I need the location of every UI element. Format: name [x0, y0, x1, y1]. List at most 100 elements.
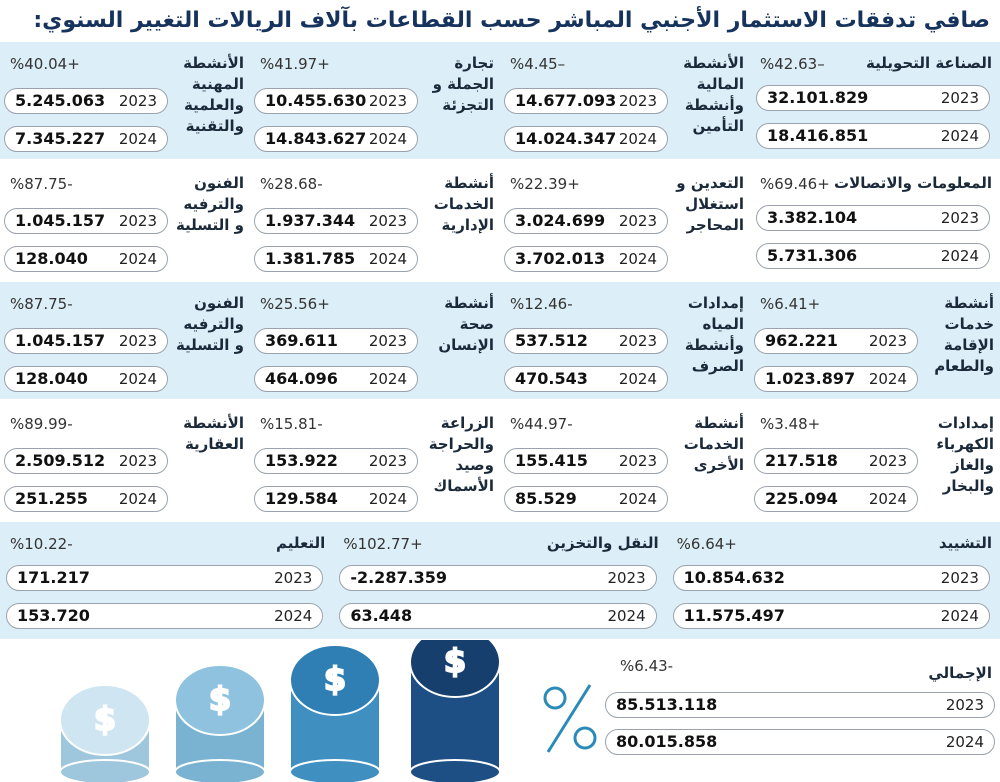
value-pill: 5.731.306 2024	[756, 243, 990, 269]
change: %3.48+	[760, 415, 821, 433]
value-pill: 537.512 2023	[504, 328, 668, 354]
year-label: 2023	[618, 212, 657, 230]
value: 80.015.858	[616, 732, 718, 751]
year-label: 2023	[868, 332, 907, 350]
value: 10.854.632	[683, 568, 785, 587]
total-name: الإجمالي	[928, 664, 992, 682]
sector-name: أنشطة الخدمات الأخرى	[683, 414, 744, 474]
value-pill: 7.345.227 2024	[4, 126, 168, 152]
value-pill: 14.843.627 2024	[254, 126, 418, 152]
year-label: 2023	[368, 332, 407, 350]
value: 153.922	[265, 451, 338, 470]
value: 18.416.851	[767, 126, 869, 145]
value-pill: 171.217 2023	[6, 565, 324, 591]
sector-name: التشييد	[938, 534, 992, 552]
value-pill: 3.382.104 2023	[756, 205, 990, 231]
year-label: 2023	[868, 452, 907, 470]
value: 1.045.157	[15, 211, 106, 230]
sector-name: تجارة الجملة و التجزئة	[432, 54, 494, 114]
sector-name: الفنون والترفيه و التسلية	[175, 174, 244, 234]
value: 14.024.347	[515, 129, 617, 148]
year-label: 2024	[607, 607, 646, 625]
value-pill: 225.094 2024	[754, 486, 918, 512]
change: %10.22-	[10, 535, 73, 553]
value: 1.381.785	[265, 249, 356, 268]
year-label: 2024	[618, 130, 657, 148]
value-pill: 470.543 2024	[504, 366, 668, 392]
year-label: 2023	[618, 452, 657, 470]
value: 63.448	[350, 606, 413, 625]
value-pill: 217.518 2023	[754, 448, 918, 474]
change: %6.41+	[760, 295, 821, 313]
value: 3.382.104	[767, 208, 858, 227]
year-label: 2023	[118, 92, 157, 110]
value-pill: 18.416.851 2024	[756, 123, 990, 149]
change: %40.04+	[10, 55, 80, 73]
sector-name: إمدادات المياه وأنشطة الصرف	[684, 294, 744, 375]
value-pill: 85.529 2024	[504, 486, 668, 512]
value: 2.509.512	[15, 451, 106, 470]
sector-name: أنشطة صحة الإنسان	[438, 294, 494, 354]
value: 1.045.157	[15, 331, 106, 350]
change: %22.39+	[510, 175, 580, 193]
value-pill: 14.024.347 2024	[504, 126, 668, 152]
value: 171.217	[17, 568, 90, 587]
year-label: 2023	[118, 332, 157, 350]
value-pill: 1.937.344 2023	[254, 208, 418, 234]
sector-name: إمدادات الكهرباء والغاز والبخار	[936, 414, 994, 495]
sector-name: أنشطة الخدمات الإدارية	[433, 174, 494, 234]
title: صافي تدفقات الاستثمار الأجنبي المباشر حس…	[33, 8, 990, 33]
value-pill: 3.024.699 2023	[504, 208, 668, 234]
value: 32.101.829	[767, 88, 869, 107]
year-label: 2023	[274, 569, 313, 587]
change: %41.97+	[260, 55, 330, 73]
value: 369.611	[265, 331, 338, 350]
value-pill: 10.455.630 2023	[254, 88, 418, 114]
year-label: 2023	[118, 452, 157, 470]
change: %102.77+	[343, 535, 423, 553]
year-label: 2024	[118, 490, 157, 508]
year-label: 2024	[118, 250, 157, 268]
value-pill: 128.040 2024	[4, 246, 168, 272]
sector-name: النقل والتخزين	[546, 534, 659, 552]
change: %6.64+	[676, 535, 737, 553]
year-label: 2023	[940, 209, 979, 227]
svg-text:$: $	[444, 642, 466, 680]
sector-name: الأنشطة العقارية	[183, 414, 244, 453]
value: 14.677.093	[515, 91, 617, 110]
value-pill: 1.045.157 2023	[4, 208, 168, 234]
value-pill: 369.611 2023	[254, 328, 418, 354]
value: 85.529	[515, 489, 577, 508]
value-pill: 3.702.013 2024	[504, 246, 668, 272]
year-label: 2024	[618, 250, 657, 268]
change: %12.46-	[510, 295, 573, 313]
value-pill: -2.287.359 2023	[339, 565, 657, 591]
value-pill: 153.922 2023	[254, 448, 418, 474]
sector-name: الزراعة والحراجة وصيد الأسماك	[428, 414, 494, 495]
year-label: 2024	[868, 370, 907, 388]
value: 10.455.630	[265, 91, 367, 110]
year-label: 2023	[368, 92, 407, 110]
value-pill: 128.040 2024	[4, 366, 168, 392]
value: 128.040	[15, 249, 88, 268]
sector-name: أنشطة خدمات الإقامة والطعام	[934, 294, 994, 375]
svg-text:$: $	[209, 680, 231, 718]
value: 128.040	[15, 369, 88, 388]
value-pill: 85.513.118 2023	[605, 692, 995, 718]
value-pill: 11.575.497 2024	[672, 603, 990, 629]
change: %25.56+	[260, 295, 330, 313]
change: %87.75-	[10, 175, 73, 193]
value: 537.512	[515, 331, 588, 350]
value: 962.221	[765, 331, 838, 350]
year-label: 2023	[618, 92, 657, 110]
value: 5.245.063	[15, 91, 106, 110]
coins-illustration: $ $ $ $	[59, 640, 597, 782]
year-label: 2024	[274, 607, 313, 625]
value: 1.937.344	[265, 211, 356, 230]
value-pill: 962.221 2023	[754, 328, 918, 354]
change: %44.97-	[510, 415, 573, 433]
value: 7.345.227	[15, 129, 106, 148]
year-label: 2024	[368, 130, 407, 148]
year-label: 2024	[618, 370, 657, 388]
